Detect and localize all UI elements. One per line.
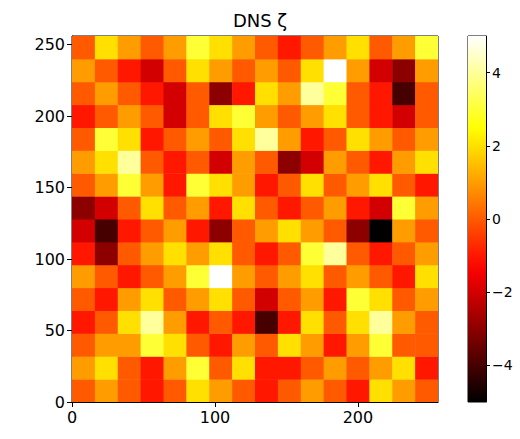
svg-text:50: 50 (45, 321, 65, 340)
svg-text:−2: −2 (492, 284, 513, 300)
svg-text:100: 100 (200, 408, 231, 427)
svg-text:200: 200 (343, 408, 374, 427)
svg-text:0: 0 (67, 408, 77, 427)
svg-text:DNS ζ: DNS ζ (233, 10, 287, 31)
svg-text:0: 0 (55, 393, 65, 412)
svg-text:0: 0 (492, 211, 501, 227)
svg-text:4: 4 (492, 65, 501, 81)
svg-text:2: 2 (492, 138, 501, 154)
svg-text:200: 200 (34, 107, 65, 126)
svg-text:100: 100 (34, 250, 65, 269)
svg-text:250: 250 (34, 35, 65, 54)
svg-text:150: 150 (34, 178, 65, 197)
svg-text:−4: −4 (492, 357, 513, 373)
